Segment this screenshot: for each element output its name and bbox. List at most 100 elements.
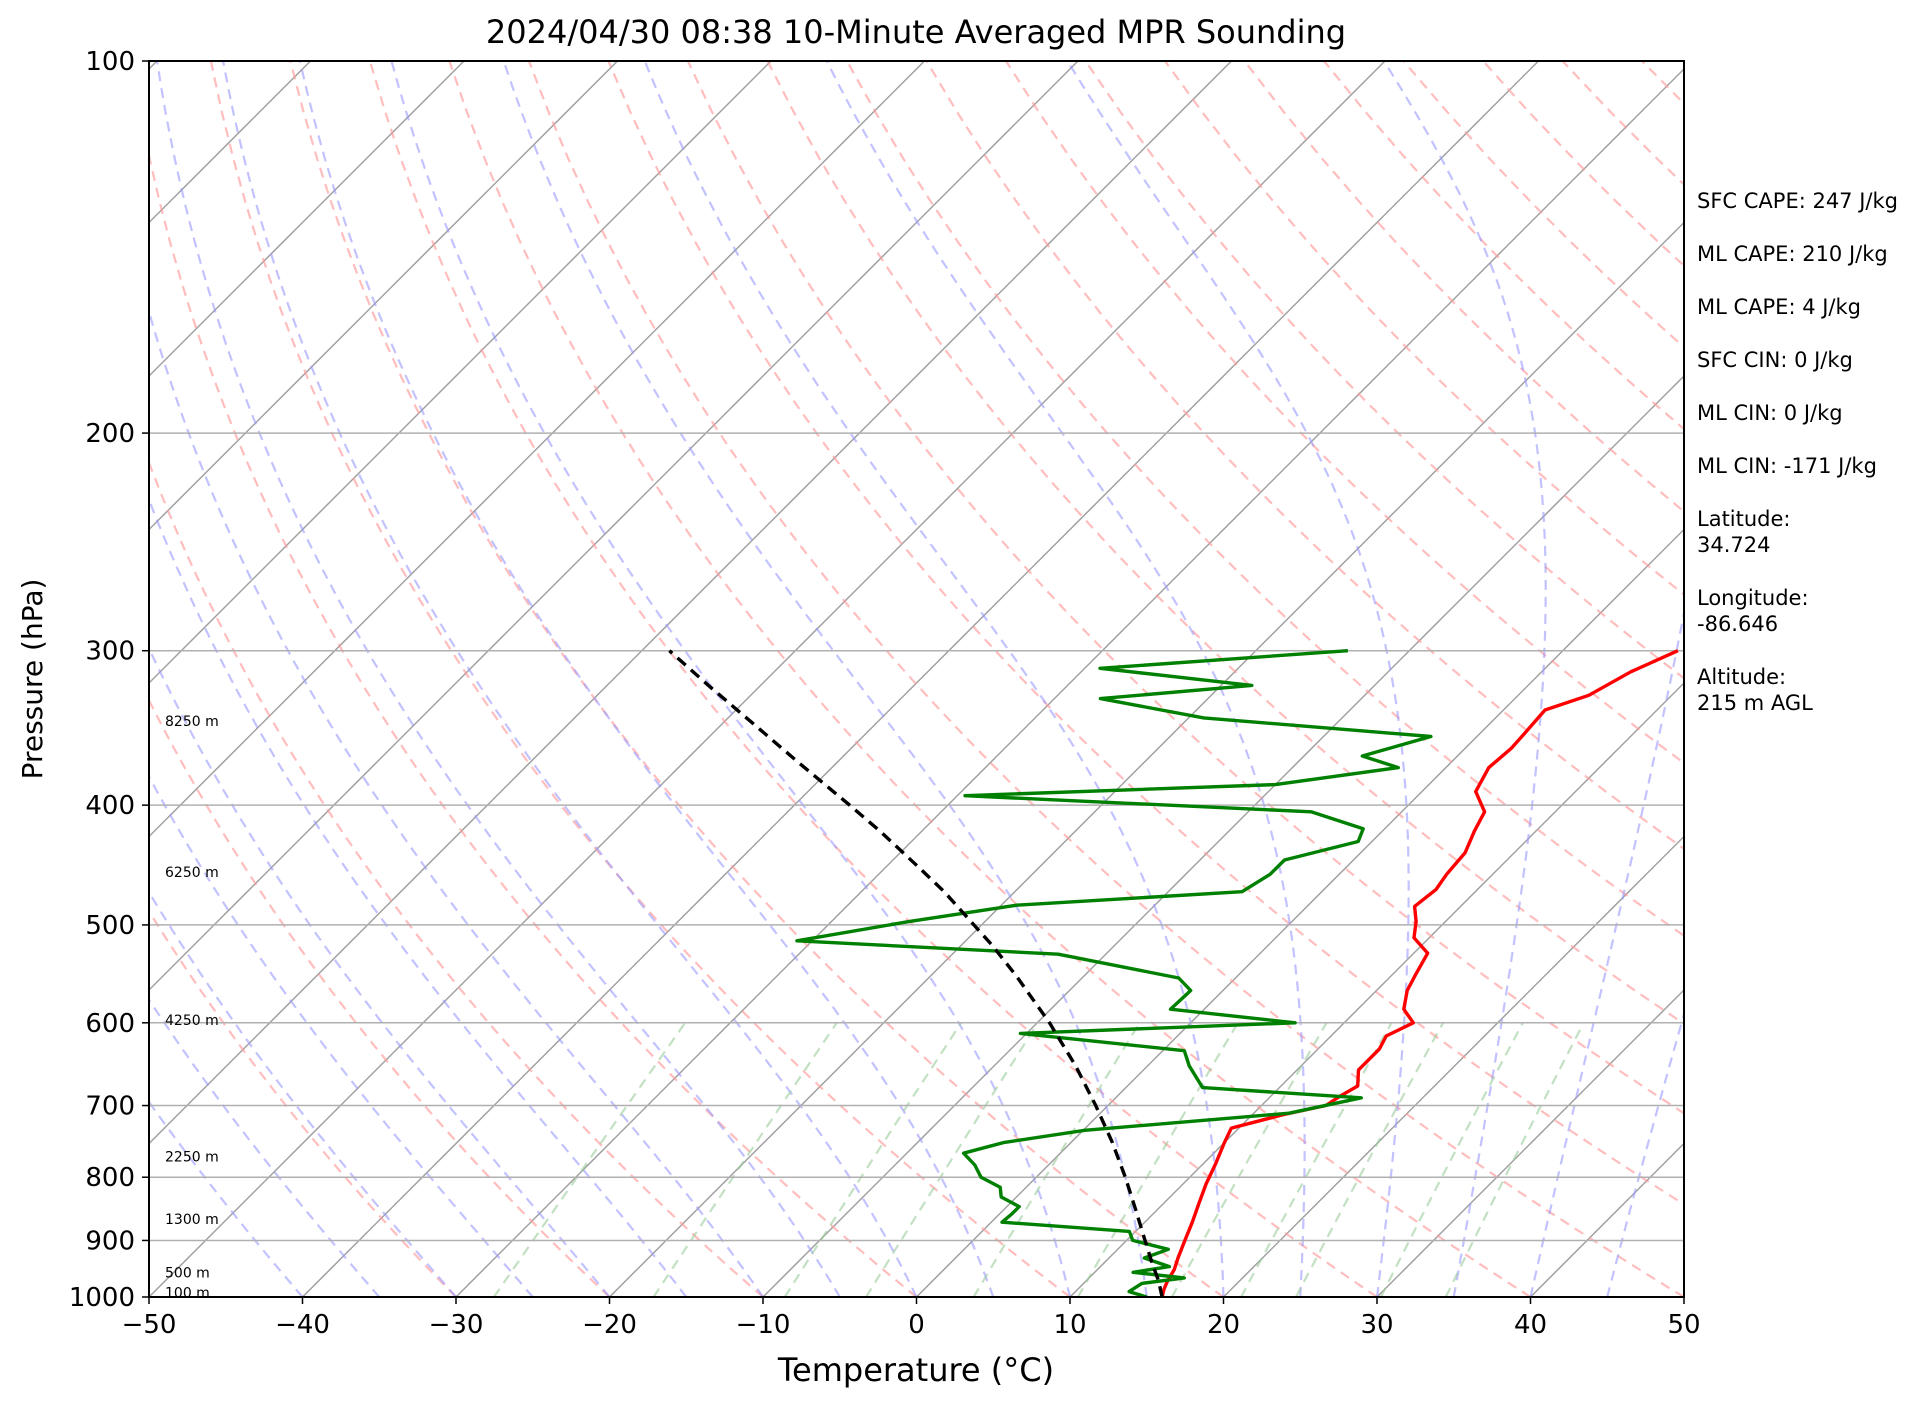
height-label: 8250 m — [165, 714, 219, 730]
mixing-ratio-line — [1444, 1022, 1585, 1297]
info-ml-cin: ML CIN: 0 J/kg — [1697, 400, 1917, 426]
background-lines — [0, 61, 1684, 1297]
info-altitude: Altitude: 215 m AGL — [1697, 664, 1917, 716]
info-label: Longitude: — [1697, 586, 1809, 610]
info-value: 34.724 — [1697, 533, 1771, 557]
info-label: Latitude: — [1697, 507, 1791, 531]
x-tick-label: −10 — [736, 1310, 791, 1340]
dry-adiabat-line — [209, 61, 1071, 1297]
isotherm-line — [1222, 835, 1684, 1297]
isotherm-line — [149, 61, 926, 838]
moist-adiabat-line — [825, 61, 1306, 1297]
mixing-ratio-line — [972, 1022, 1141, 1297]
x-axis-title: Temperature (°C) — [777, 1351, 1054, 1389]
y-tick-label: 400 — [85, 791, 135, 821]
height-label: 2250 m — [165, 1150, 219, 1166]
moist-adiabat-line — [149, 774, 534, 1297]
mixing-ratio-line — [652, 1022, 838, 1297]
chart-title: 2024/04/30 08:38 10-Minute Averaged MPR … — [486, 13, 1346, 51]
dry-adiabat-line — [149, 149, 918, 1297]
isotherm-line — [608, 221, 1684, 1297]
info-label: Altitude: — [1697, 665, 1787, 689]
dry-adiabat-line — [149, 459, 764, 1297]
isotherm-line — [455, 67, 1684, 1297]
moist-adiabat-line — [1606, 1010, 1684, 1297]
dry-adiabat-line — [1005, 61, 1684, 765]
x-tick-label: 20 — [1207, 1310, 1240, 1340]
moist-adiabat-line — [643, 61, 1225, 1297]
x-tick-label: −40 — [275, 1310, 330, 1340]
moist-adiabat-line — [1383, 61, 1547, 1297]
x-tick-label: −20 — [582, 1310, 637, 1340]
dry-adiabat-line — [149, 698, 611, 1297]
y-axis-title: Pressure (hPa) — [16, 579, 49, 780]
moist-adiabat-line — [298, 61, 995, 1297]
dry-adiabat-line — [846, 61, 1684, 938]
info-label: ML CIN: 0 J/kg — [1697, 401, 1843, 425]
dry-adiabat-line — [686, 61, 1684, 1115]
moist-adiabat-line — [156, 61, 841, 1297]
info-value: 215 m AGL — [1697, 691, 1813, 715]
height-label: 6250 m — [165, 865, 219, 881]
dry-adiabat-line — [1164, 61, 1684, 596]
isotherm-line — [1376, 988, 1684, 1297]
mixing-ratio-line — [1295, 1022, 1445, 1297]
moist-adiabat-line — [149, 645, 611, 1297]
isotherm-line — [0, 61, 4, 1297]
isotherm-line — [762, 374, 1684, 1297]
height-label: 100 m — [165, 1286, 210, 1302]
info-longitude: Longitude: -86.646 — [1697, 585, 1917, 637]
y-tick-label: 900 — [85, 1226, 135, 1256]
info-sfc-cape: SFC CAPE: 247 J/kg — [1697, 188, 1917, 214]
info-sfc-cin: SFC CIN: 0 J/kg — [1697, 347, 1917, 373]
mixing-ratio-line — [492, 1022, 687, 1297]
moist-adiabat-line — [149, 307, 764, 1297]
parcel-path-line — [668, 649, 1164, 1297]
y-tick-label: 800 — [85, 1163, 135, 1193]
isotherm-line — [301, 61, 1540, 1297]
x-tick-label: 30 — [1360, 1310, 1393, 1340]
moist-adiabat-line — [390, 61, 1072, 1297]
temperature-profile-line — [1160, 649, 1679, 1297]
info-ml-cin-2: ML CIN: -171 J/kg — [1697, 453, 1917, 479]
y-tick-label: 700 — [85, 1092, 135, 1122]
y-tick-label: 300 — [85, 637, 135, 667]
info-label: SFC CIN: 0 J/kg — [1697, 348, 1853, 372]
x-tick-label: 40 — [1514, 1310, 1547, 1340]
x-tick-label: −30 — [429, 1310, 484, 1340]
isotherm-line — [149, 61, 619, 531]
info-ml-cape-2: ML CAPE: 4 J/kg — [1697, 294, 1917, 320]
sounding-info-panel: SFC CAPE: 247 J/kg ML CAPE: 210 J/kg ML … — [1697, 188, 1917, 743]
x-tick-label: 50 — [1667, 1310, 1700, 1340]
moist-adiabat-line — [1066, 61, 1410, 1297]
mixing-ratio-line — [865, 1022, 1039, 1297]
info-label: SFC CAPE: 247 J/kg — [1697, 189, 1898, 213]
y-tick-label: 1000 — [69, 1283, 135, 1313]
dry-adiabat-line — [289, 61, 1225, 1297]
height-label: 4250 m — [165, 1013, 219, 1029]
y-tick-label: 600 — [85, 1009, 135, 1039]
isotherm-line — [149, 61, 465, 378]
dry-adiabat-line — [448, 61, 1532, 1297]
pressure-gridlines — [149, 60, 1684, 1298]
y-tick-label: 500 — [85, 911, 135, 941]
moist-adiabat-line — [149, 496, 688, 1297]
info-label: ML CAPE: 210 J/kg — [1697, 242, 1888, 266]
plot-frame — [148, 60, 1685, 1298]
height-label: 1300 m — [165, 1212, 219, 1228]
info-latitude: Latitude: 34.724 — [1697, 506, 1917, 558]
info-label: ML CAPE: 4 J/kg — [1697, 295, 1862, 319]
isotherm-line — [149, 61, 772, 685]
info-value: -86.646 — [1697, 612, 1779, 636]
moist-adiabat-line — [502, 61, 1148, 1297]
x-tick-label: −50 — [122, 1310, 177, 1340]
y-axis: 1000 900 800 700 600 500 400 300 200 100 — [69, 47, 149, 1313]
x-axis: −50 −40 −30 −20 −10 0 10 20 30 40 50 — [122, 1297, 1701, 1340]
dry-adiabat-line — [149, 909, 457, 1297]
info-ml-cape: ML CAPE: 210 J/kg — [1697, 241, 1917, 267]
x-tick-label: 10 — [1053, 1310, 1086, 1340]
moist-adiabat-line — [1529, 607, 1684, 1297]
moist-adiabat-line — [222, 61, 918, 1297]
dewpoint-profile-line — [795, 649, 1433, 1297]
